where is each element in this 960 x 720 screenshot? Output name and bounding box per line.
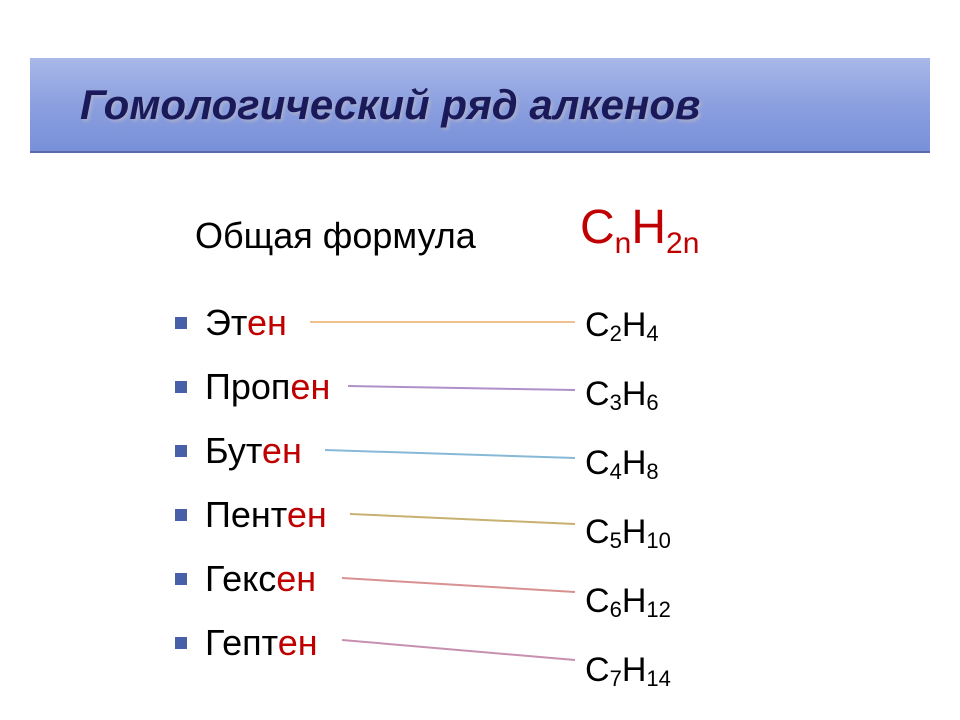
list-item: Гептен [175,622,330,664]
slide-title: Гомологический ряд алкенов [80,81,700,129]
bullet-icon [175,573,187,585]
alkene-name: Гептен [205,622,318,664]
list-item: Этен [175,302,330,344]
list-item: Гексен [175,558,330,600]
list-item: Бутен [175,430,330,472]
alkene-formula: C4H8 [585,440,671,487]
alkene-name: Пропен [205,366,330,408]
bullet-icon [175,381,187,393]
bullet-icon [175,317,187,329]
alkene-formula: C2H4 [585,302,671,349]
names-list: Этен Пропен Бутен Пентен Гексен Гептен [175,302,330,686]
bullet-icon [175,445,187,457]
alkene-name: Гексен [205,558,316,600]
bullet-icon [175,637,187,649]
formulas-list: C2H4 C3H6 C4H8 C5H10 C6H12 C7H14 [585,302,671,716]
bullet-icon [175,509,187,521]
alkene-name: Бутен [205,430,302,472]
alkene-name: Пентен [205,494,327,536]
title-bar: Гомологический ряд алкенов [30,58,930,153]
alkene-formula: C5H10 [585,509,671,556]
list-item: Пропен [175,366,330,408]
list-item: Пентен [175,494,330,536]
alkene-formula: C6H12 [585,578,671,625]
alkene-formula: C3H6 [585,371,671,418]
general-formula-value: CnH2n [580,200,699,255]
alkene-name: Этен [205,302,287,344]
general-formula-label: Общая формула [195,215,476,257]
alkene-formula: C7H14 [585,647,671,694]
general-formula-label-row: Общая формула [195,215,476,257]
